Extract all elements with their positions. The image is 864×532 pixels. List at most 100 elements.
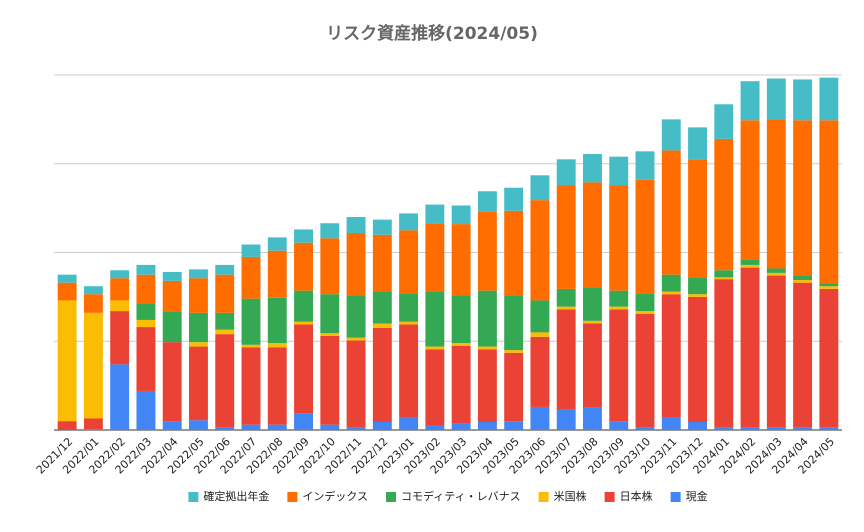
legend: 確定拠出年金 インデックス コモディティ・レバナス 米国株 日本株 現金: [188, 489, 708, 503]
bar-segment: [320, 335, 340, 425]
bar-segment: [451, 345, 471, 424]
bar-segment: [556, 409, 576, 430]
bar-segment: [399, 324, 419, 418]
bar-segment: [83, 294, 103, 313]
bar-segment: [57, 421, 77, 430]
bar-segment: [635, 179, 655, 294]
bar-segment: [793, 79, 813, 121]
bar-segment: [162, 421, 182, 430]
bar-segment: [635, 427, 655, 430]
bar-segment: [399, 293, 419, 322]
legend-label: 確定拠出年金: [203, 489, 269, 503]
bar-segment: [294, 290, 313, 322]
bar-segment: [346, 427, 366, 430]
bar-segment: [661, 291, 681, 295]
bar-segment: [83, 312, 103, 419]
bar-segment: [477, 346, 497, 350]
bar-segment: [714, 279, 734, 428]
bar-segment: [57, 300, 77, 422]
bar-segment: [215, 264, 235, 275]
bar-segment: [451, 423, 471, 430]
bar-segment: [583, 323, 602, 408]
legend-swatch: [386, 492, 397, 502]
bar-segment: [688, 159, 707, 278]
bar-segment: [661, 294, 681, 418]
bar-segment: [320, 424, 340, 430]
bar-segment: [766, 427, 786, 430]
bar-segment: [189, 312, 208, 343]
bar-segment: [609, 185, 629, 291]
legend-swatch: [287, 492, 298, 502]
bar-segment: [241, 298, 261, 345]
bar-segment: [661, 150, 681, 275]
bar-segment: [110, 364, 130, 430]
bar-segment: [661, 417, 681, 430]
bar-segment: [530, 406, 550, 430]
bar-segment: [241, 256, 261, 299]
bar-segment: [241, 347, 261, 425]
bar-segment: [819, 427, 839, 430]
bar-segment: [267, 343, 287, 348]
legend-label: インデックス: [302, 489, 368, 503]
bar-segment: [609, 309, 629, 422]
bar-segment: [399, 417, 419, 430]
bar-segment: [766, 119, 786, 269]
bar-segment: [346, 295, 366, 338]
bar-segment: [793, 427, 813, 430]
bar-segment: [320, 238, 340, 295]
bar-segment: [530, 175, 550, 201]
bar-segment: [688, 127, 707, 160]
bar-segment: [57, 274, 77, 283]
bar-segment: [556, 185, 576, 289]
bar-segment: [267, 347, 287, 425]
legend-swatch: [538, 492, 549, 502]
bar-segment: [766, 78, 786, 120]
bar-segment: [162, 311, 182, 343]
bar-segment: [583, 153, 602, 183]
bar-segment: [556, 306, 576, 310]
bar-segment: [477, 422, 497, 430]
bar-segment: [372, 327, 392, 423]
bar-segment: [819, 283, 839, 287]
bar-segment: [372, 291, 392, 324]
bar-segment: [740, 81, 760, 121]
bar-segment: [215, 274, 235, 313]
bar-segment: [320, 294, 340, 334]
bar-segment: [714, 104, 734, 139]
bar-segment: [504, 210, 524, 296]
bar-segment: [372, 234, 392, 292]
bar-segment: [688, 294, 707, 297]
bar-segment: [583, 407, 602, 430]
bar-segment: [110, 270, 130, 279]
bar-segment: [688, 422, 707, 430]
bar-segment: [688, 296, 707, 423]
bar-segment: [504, 350, 524, 353]
bar-segment: [504, 352, 524, 422]
bar-segment: [425, 349, 445, 426]
legend-swatch: [670, 492, 681, 502]
bar-segment: [425, 204, 445, 224]
bar-segment: [635, 311, 655, 314]
legend-label: 日本株: [620, 489, 653, 503]
bar-segment: [425, 425, 445, 430]
bar-segment: [162, 342, 182, 422]
bar-segment: [477, 349, 497, 423]
bar-segment: [714, 427, 734, 430]
bar-segment: [346, 340, 366, 428]
bar-segment: [425, 223, 445, 292]
bar-segment: [661, 274, 681, 292]
bar-segment: [241, 344, 261, 348]
bar-segment: [556, 288, 576, 307]
bar-segment: [267, 297, 287, 344]
bar-segment: [57, 282, 77, 301]
bar-segment: [136, 319, 156, 328]
bar-segment: [83, 418, 103, 430]
bar-segment: [504, 421, 524, 430]
bar-segment: [372, 323, 392, 328]
bar-segment: [136, 303, 156, 320]
bar-segment: [294, 413, 313, 430]
bar-segment: [346, 232, 366, 296]
bar-segment: [399, 213, 419, 231]
bar-segment: [372, 422, 392, 430]
bar-segment: [766, 268, 786, 273]
